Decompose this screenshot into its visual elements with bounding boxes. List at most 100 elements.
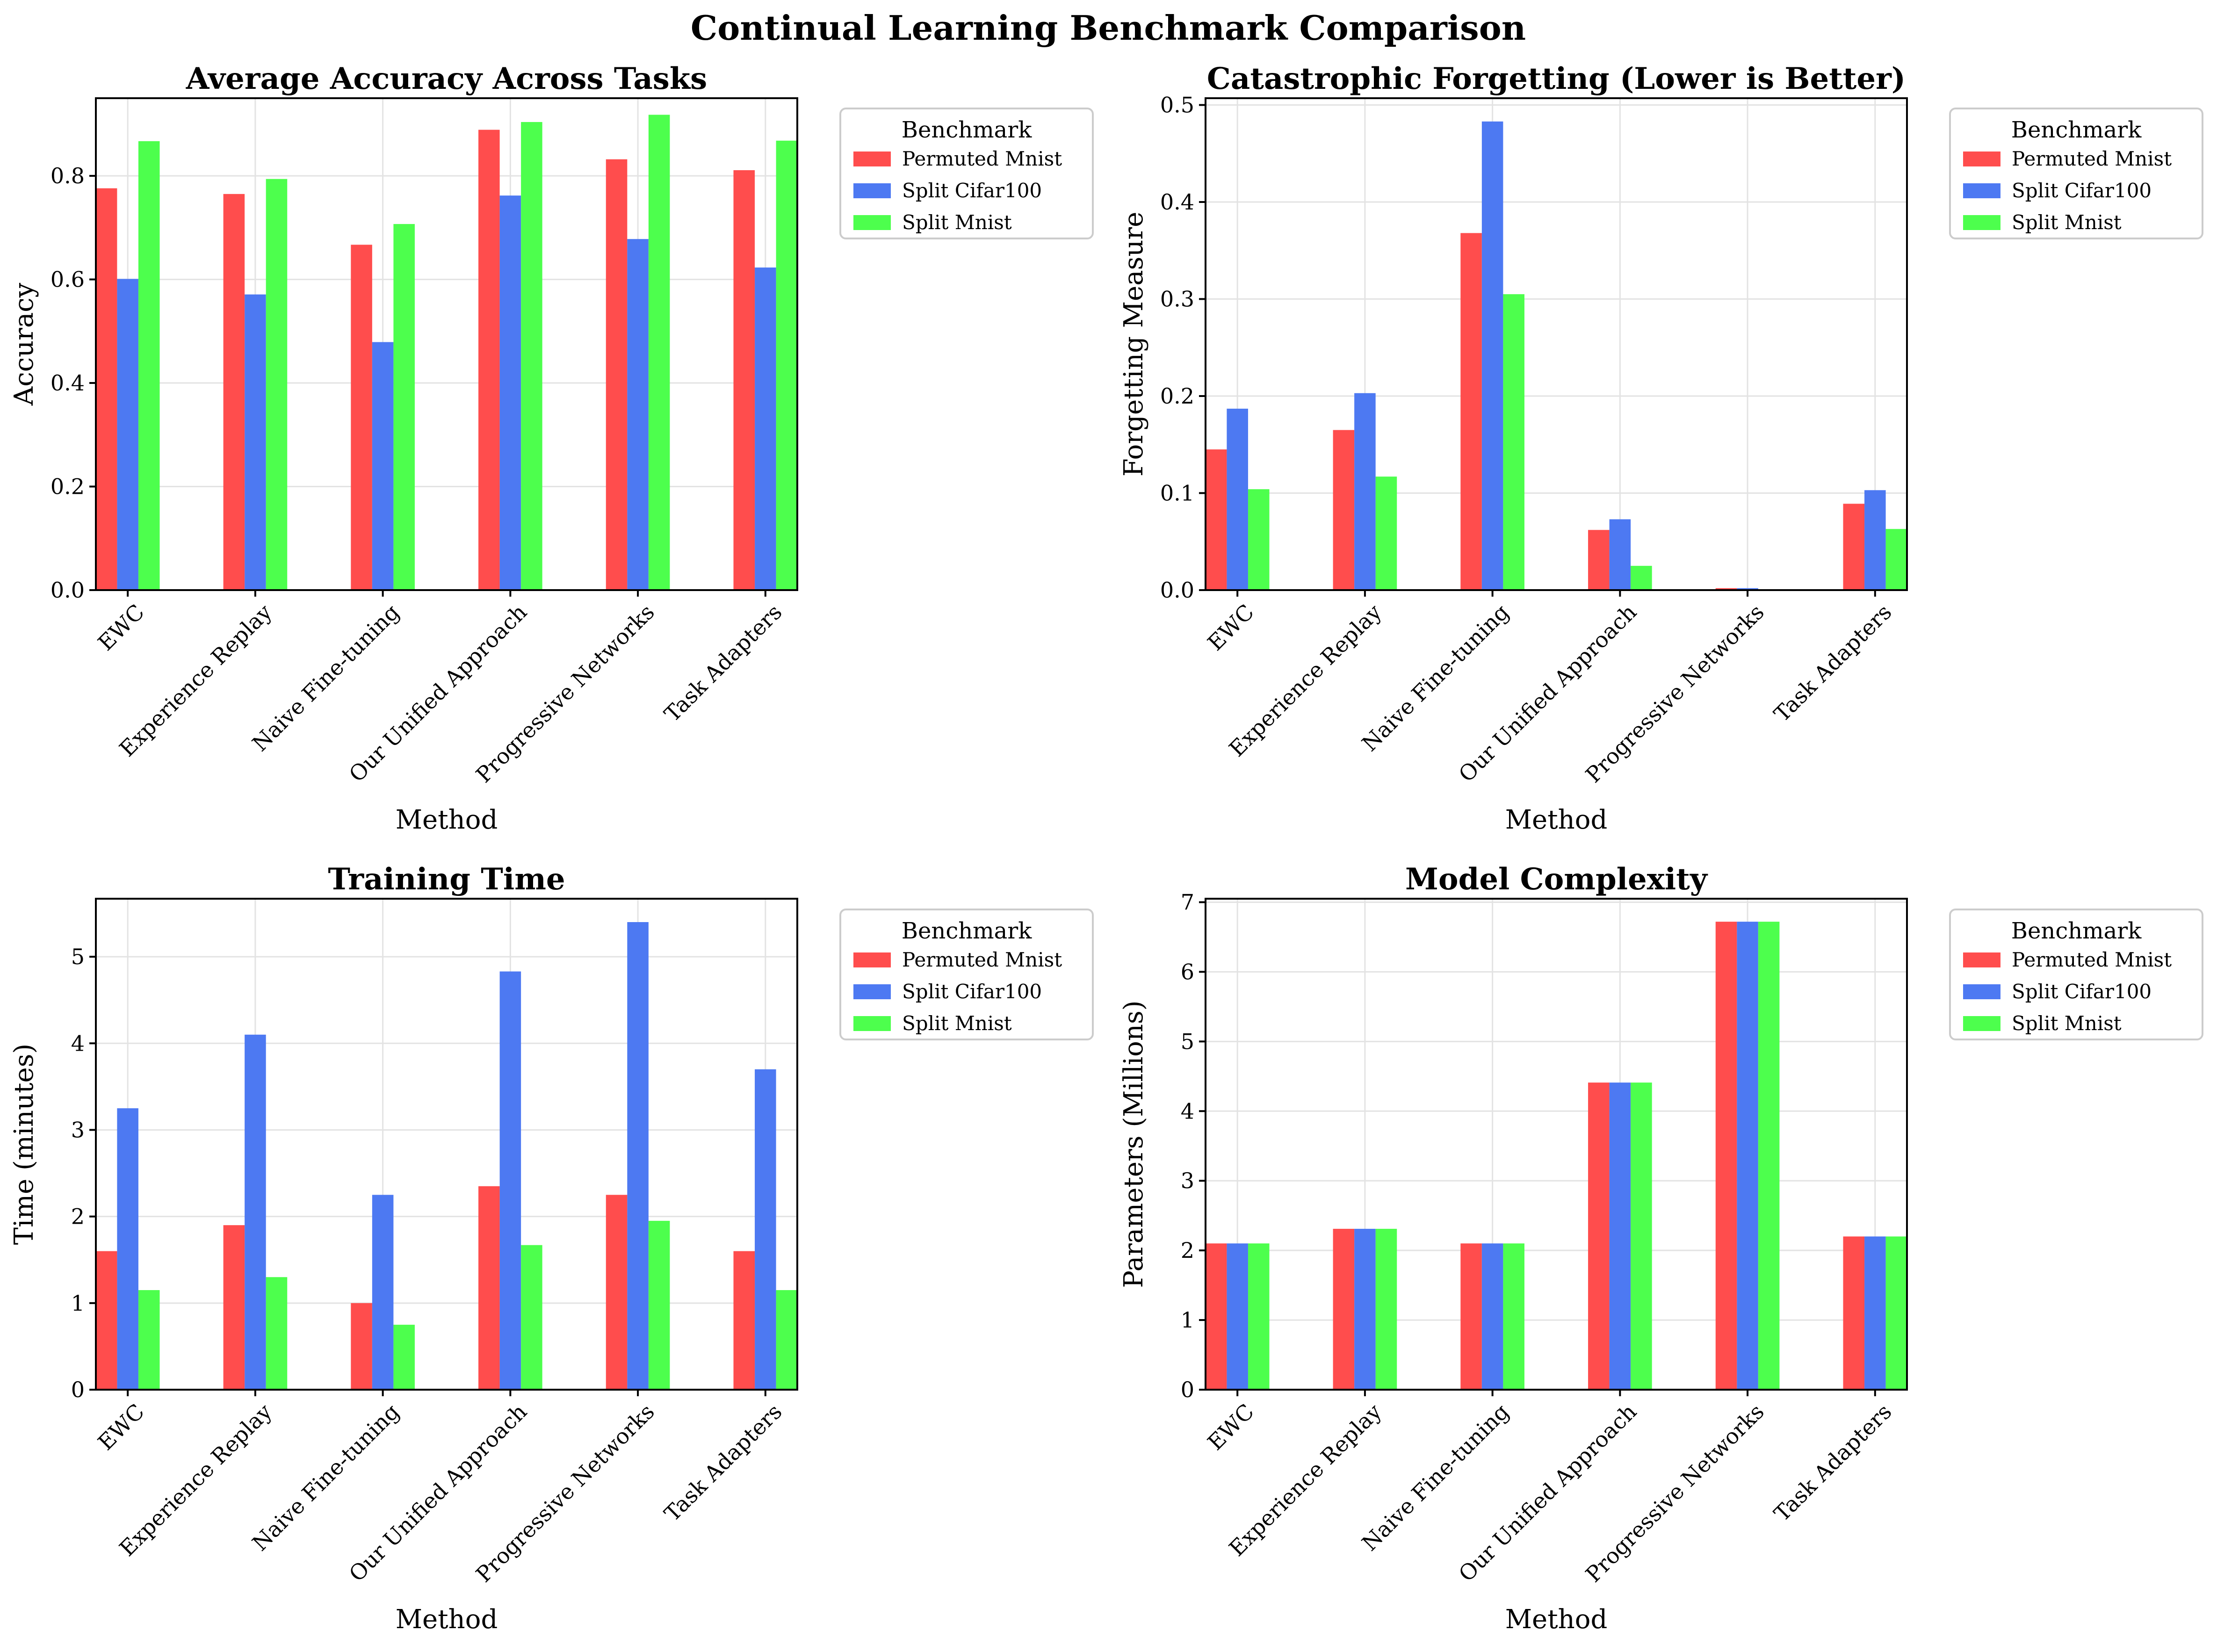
- bar-permuted-mnist-ewc: [95, 1251, 117, 1390]
- chart-title: Model Complexity: [1405, 862, 1708, 897]
- legend-swatch-permuted-mnist: [1963, 151, 2000, 166]
- x-tick-label: EWC: [93, 1399, 149, 1455]
- bar-permuted-mnist-task-adapters: [1843, 1236, 1865, 1390]
- legend-box: [839, 108, 1094, 239]
- bar-split-cifar100-experience-replay: [245, 294, 266, 590]
- legend: Benchmark Permuted Mnist Split Cifar100 Spl…: [1949, 108, 2203, 239]
- y-tick-label: 2: [71, 1204, 85, 1229]
- bar-permuted-mnist-progressive-networks: [606, 1195, 628, 1390]
- legend-title: Benchmark: [2011, 918, 2142, 944]
- y-tick-label: 0.4: [51, 370, 85, 396]
- x-tick-label: Task Adapters: [659, 599, 787, 727]
- y-tick-label: 3: [1181, 1168, 1194, 1193]
- y-tick-label: 1: [71, 1291, 85, 1316]
- axes-frame: [95, 898, 798, 1391]
- y-tick-label: 4: [71, 1031, 85, 1056]
- x-axis-label: Method: [396, 805, 498, 835]
- legend-swatch-split-mnist: [853, 1016, 891, 1031]
- chart-title: Average Accuracy Across Tasks: [186, 61, 707, 96]
- bar-split-cifar100-our-unified-approach: [1609, 519, 1631, 590]
- y-tick-label: 0.4: [1160, 189, 1194, 215]
- y-tick-label: 0: [1181, 1377, 1194, 1402]
- y-axis-label: Forgetting Measure: [1119, 212, 1149, 476]
- axes-frame: [1205, 898, 1908, 1391]
- bar-split-mnist-ewc: [1248, 489, 1270, 590]
- bar-split-cifar100-naive-fine-tuning: [1481, 121, 1503, 590]
- bar-permuted-mnist-ewc: [1205, 1243, 1227, 1390]
- bar-split-mnist-ewc: [138, 141, 160, 590]
- y-tick-label: 0.3: [1160, 287, 1194, 312]
- legend-label-permuted-mnist: Permuted Mnist: [2012, 147, 2172, 170]
- bar-permuted-mnist-our-unified-approach: [478, 1186, 500, 1390]
- legend-swatch-split-cifar100: [853, 984, 891, 999]
- y-tick-label: 0.1: [1160, 481, 1194, 506]
- bar-split-mnist-naive-fine-tuning: [1503, 1243, 1524, 1390]
- axes-frame: [95, 97, 798, 591]
- legend: Benchmark Permuted Mnist Split Cifar100 Spl…: [1949, 909, 2203, 1040]
- bar-split-mnist-progressive-networks: [648, 115, 670, 590]
- legend-title: Benchmark: [902, 117, 1032, 143]
- y-tick-label: 1: [1181, 1307, 1194, 1333]
- legend: Benchmark Permuted Mnist Split Cifar100 Spl…: [839, 909, 1094, 1040]
- legend-title: Benchmark: [2011, 117, 2142, 143]
- bar-permuted-mnist-ewc: [95, 188, 117, 590]
- bar-permuted-mnist-our-unified-approach: [478, 130, 500, 591]
- y-tick-label: 5: [1181, 1029, 1194, 1054]
- bar-split-mnist-our-unified-approach: [1631, 1082, 1652, 1390]
- bar-split-cifar100-progressive-networks: [627, 922, 649, 1390]
- legend: Benchmark Permuted Mnist Split Cifar100 Spl…: [839, 108, 1094, 239]
- bar-split-mnist-progressive-networks: [1758, 922, 1780, 1390]
- x-tick-label: Task Adapters: [1769, 599, 1897, 727]
- y-tick-label: 5: [71, 944, 85, 969]
- bar-split-cifar100-progressive-networks: [1737, 922, 1758, 1390]
- bar-permuted-mnist-experience-replay: [1333, 1228, 1355, 1390]
- x-tick-label: EWC: [93, 599, 149, 656]
- y-axis-label: Accuracy: [9, 282, 39, 406]
- bar-split-mnist-progressive-networks: [648, 1220, 670, 1390]
- bar-split-cifar100-ewc: [117, 1108, 138, 1390]
- x-tick-label: EWC: [1203, 1399, 1259, 1455]
- bar-split-mnist-ewc: [138, 1290, 160, 1390]
- y-tick-label: 0.2: [51, 474, 85, 499]
- bar-permuted-mnist-experience-replay: [1333, 430, 1355, 590]
- x-axis-label: Method: [396, 1604, 498, 1635]
- y-tick-label: 4: [1181, 1098, 1194, 1124]
- bar-permuted-mnist-task-adapters: [1843, 504, 1865, 590]
- bar-split-cifar100-experience-replay: [245, 1034, 266, 1390]
- legend-label-split-mnist: Split Mnist: [2012, 1012, 2122, 1035]
- y-tick-label: 0.8: [51, 163, 85, 188]
- legend-title: Benchmark: [902, 918, 1032, 944]
- bar-split-mnist-our-unified-approach: [521, 122, 542, 590]
- y-tick-label: 0.0: [51, 577, 85, 603]
- chart-title: Training Time: [328, 862, 565, 897]
- bar-permuted-mnist-progressive-networks: [606, 159, 628, 591]
- legend-label-split-mnist: Split Mnist: [902, 211, 1012, 234]
- bar-split-cifar100-naive-fine-tuning: [1481, 1243, 1503, 1390]
- y-axis-label: Parameters (Millions): [1119, 1000, 1149, 1288]
- bar-split-mnist-naive-fine-tuning: [393, 224, 415, 590]
- bar-split-mnist-experience-replay: [1375, 476, 1397, 590]
- bar-split-cifar100-naive-fine-tuning: [372, 342, 394, 590]
- bar-split-cifar100-task-adapters: [1864, 1236, 1886, 1390]
- legend-label-split-mnist: Split Mnist: [2012, 211, 2122, 234]
- bar-split-mnist-our-unified-approach: [521, 1245, 542, 1390]
- legend-label-split-cifar100: Split Cifar100: [2012, 980, 2152, 1003]
- bar-split-cifar100-our-unified-approach: [1609, 1082, 1631, 1390]
- bar-permuted-mnist-naive-fine-tuning: [351, 245, 372, 590]
- bar-split-cifar100-naive-fine-tuning: [372, 1195, 394, 1390]
- legend-label-split-mnist: Split Mnist: [902, 1012, 1012, 1035]
- y-tick-label: 6: [1181, 959, 1194, 984]
- x-axis-label: Method: [1505, 1604, 1608, 1635]
- figure-title: Continual Learning Benchmark Comparison: [691, 8, 1526, 48]
- y-tick-label: 3: [71, 1117, 85, 1142]
- bar-permuted-mnist-naive-fine-tuning: [1460, 233, 1482, 590]
- x-axis-label: Method: [1505, 805, 1608, 835]
- bar-split-cifar100-task-adapters: [755, 267, 776, 590]
- legend-label-split-cifar100: Split Cifar100: [902, 179, 1042, 202]
- x-tick-label: Task Adapters: [659, 1399, 787, 1527]
- bar-split-cifar100-our-unified-approach: [499, 195, 521, 590]
- bar-split-cifar100-progressive-networks: [627, 239, 649, 590]
